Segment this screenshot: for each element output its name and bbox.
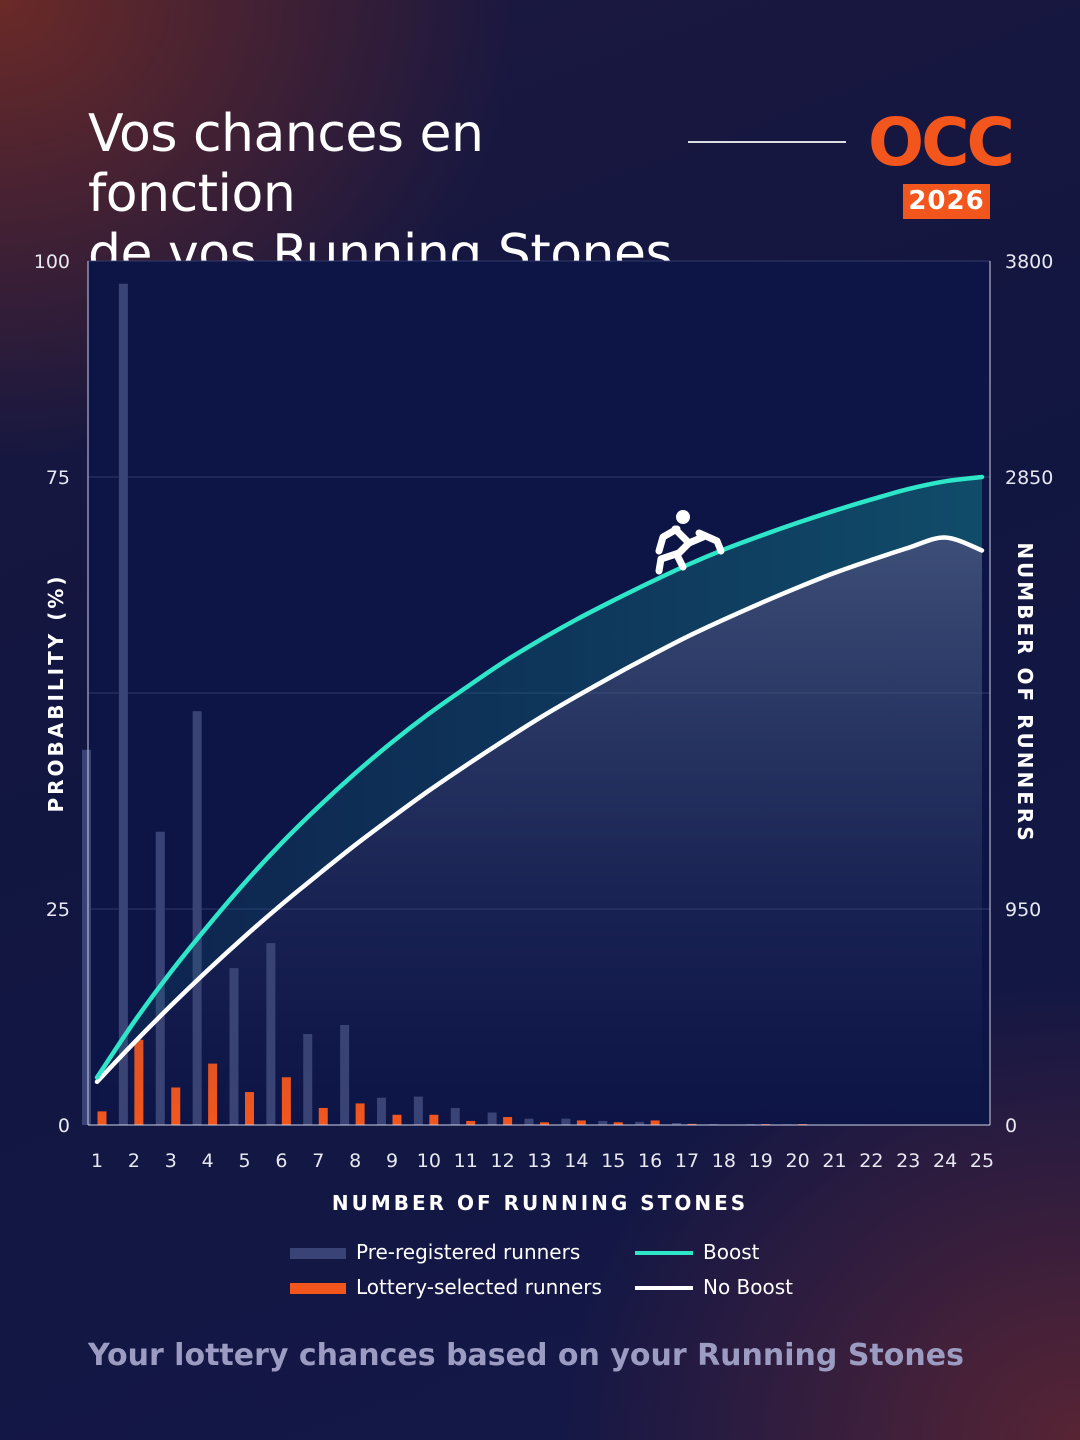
x-tick-15: 15 (601, 1150, 625, 1172)
x-tick-14: 14 (564, 1150, 588, 1172)
x-tick-18: 18 (712, 1150, 736, 1172)
x-tick-20: 20 (786, 1150, 810, 1172)
x-tick-11: 11 (454, 1150, 478, 1172)
y-right-tick-0: 0 (1005, 1115, 1017, 1137)
x-tick-10: 10 (417, 1150, 441, 1172)
chart: 1 2 3 4 5 6 7 8 9 10 11 12 13 14 15 16 17 18 19 20 21 22 23 24 2… (33, 251, 1054, 1299)
x-tick-25: 25 (970, 1150, 994, 1172)
occ-logo: OCC (868, 104, 1015, 181)
lines (94, 474, 985, 1085)
no-boost-line (94, 535, 985, 1085)
axes (87, 261, 991, 1126)
y-axis-left-title: PROBABILITY (%) (44, 573, 68, 812)
x-tick-4: 4 (202, 1150, 214, 1172)
x-tick-13: 13 (527, 1150, 551, 1172)
x-tick-8: 8 (349, 1150, 361, 1172)
legend-swatch-pre-registered (290, 1248, 346, 1259)
y-left-tick-75: 75 (46, 467, 70, 489)
x-tick-9: 9 (386, 1150, 398, 1172)
legend-label-pre-registered: Pre-registered runners (356, 1240, 580, 1264)
x-tick-2: 2 (128, 1150, 140, 1172)
x-tick-7: 7 (312, 1150, 324, 1172)
legend-label-lottery-selected: Lottery-selected runners (356, 1275, 602, 1299)
y-right-tick-3800: 3800 (1005, 251, 1053, 273)
y-axis-right-title: NUMBER OF RUNNERS (1013, 542, 1037, 843)
x-tick-19: 19 (749, 1150, 773, 1172)
x-tick-3: 3 (165, 1150, 177, 1172)
footer-subtitle: Your lottery chances based on your Runni… (88, 1338, 964, 1373)
y-left-tick-100: 100 (34, 251, 70, 273)
y-left-tick-25: 25 (46, 899, 70, 921)
no-boost-area (97, 537, 982, 1125)
x-tick-16: 16 (638, 1150, 662, 1172)
y-right-tick-950: 950 (1005, 899, 1041, 921)
year-badge: 2026 (903, 184, 990, 219)
legend-label-no-boost: No Boost (703, 1275, 793, 1299)
tick-labels: 1 2 3 4 5 6 7 8 9 10 11 12 13 14 15 16 17 18 19 20 21 22 23 24 2… (34, 251, 1054, 1172)
x-tick-6: 6 (275, 1150, 287, 1172)
title-line-1: Vos chances en fonction (88, 104, 484, 224)
runner-icon (655, 510, 725, 575)
x-tick-24: 24 (933, 1150, 957, 1172)
bar-pre-registered-4 (192, 711, 202, 1125)
boost-line (94, 474, 985, 1080)
x-tick-17: 17 (675, 1150, 699, 1172)
x-tick-12: 12 (491, 1150, 515, 1172)
title-divider (688, 141, 846, 143)
bar-pre-registered-1 (82, 749, 91, 1125)
y-left-tick-0: 0 (58, 1115, 70, 1137)
legend-label-boost: Boost (703, 1240, 760, 1264)
bar-pre-registered-2 (118, 283, 128, 1126)
x-axis-title: NUMBER OF RUNNING STONES (332, 1191, 748, 1215)
x-tick-23: 23 (896, 1150, 920, 1172)
bar-pre-registered-3 (155, 831, 165, 1125)
y-right-tick-2850: 2850 (1005, 467, 1053, 489)
x-tick-21: 21 (822, 1150, 846, 1172)
boost-band-area (97, 477, 982, 1082)
x-tick-5: 5 (238, 1150, 250, 1172)
x-tick-1: 1 (91, 1150, 103, 1172)
legend: Pre-registered runners Lottery-selected … (290, 1240, 793, 1299)
legend-swatch-lottery-selected (290, 1283, 346, 1294)
areas (97, 477, 982, 1125)
x-tick-22: 22 (859, 1150, 883, 1172)
